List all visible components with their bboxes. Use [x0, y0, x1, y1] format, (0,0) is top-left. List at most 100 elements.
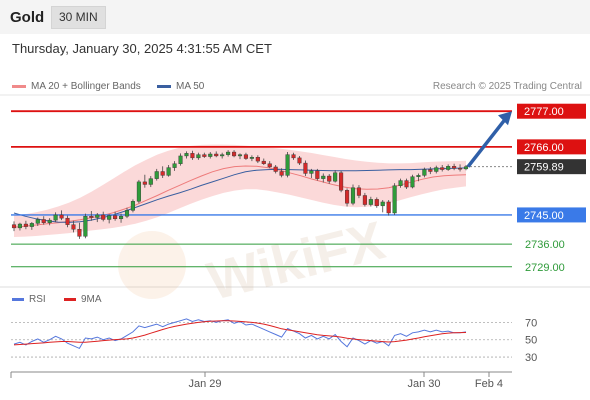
candle-body: [309, 170, 314, 174]
chart-datetime: Thursday, January 30, 2025 4:31:55 AM CE…: [12, 41, 272, 56]
candle-body: [333, 172, 338, 182]
candle-body: [374, 199, 379, 207]
level-label-2777-00: 2777.00: [524, 106, 564, 118]
candle-body: [17, 223, 22, 229]
legend-ma50-label: MA 50: [176, 81, 205, 92]
level-tag-2766-00: [517, 139, 586, 155]
candle-body: [71, 224, 76, 230]
candle-body: [350, 187, 356, 204]
candle-body: [53, 214, 58, 221]
candle-body: [196, 154, 201, 159]
candle-body: [463, 166, 469, 170]
candle-body: [202, 154, 207, 157]
candle-body: [59, 214, 64, 219]
rsi-series-9ma: [13, 320, 467, 346]
candle-body: [452, 166, 457, 169]
legend-ma9: 9MA: [64, 294, 102, 305]
candle-body: [422, 169, 427, 176]
forecast-arrow: [466, 117, 508, 168]
legend-rsi-label: RSI: [29, 294, 46, 305]
rsi-tick-label: 30: [525, 352, 537, 364]
candle-body: [208, 153, 213, 157]
candle-body: [113, 215, 118, 220]
candle-body: [172, 163, 177, 168]
candle-body: [368, 199, 373, 205]
candle-body: [226, 151, 231, 155]
level-label-2736-00: 2736.00: [525, 239, 565, 251]
credit-text: Research © 2025 Trading Central: [432, 81, 582, 92]
candle-body: [440, 167, 445, 170]
candle-body: [249, 157, 254, 159]
legend-ma20: MA 20 + Bollinger Bands: [12, 81, 141, 92]
candle-body: [297, 157, 302, 164]
candle-body: [404, 180, 409, 188]
candle-body: [184, 153, 189, 157]
legend-ma50: MA 50: [157, 81, 204, 92]
header-bar: Gold 30 MIN: [0, 0, 590, 34]
candle-body: [321, 175, 326, 179]
candle-body: [267, 163, 272, 168]
level-label-2766-00: 2766.00: [524, 142, 564, 154]
candle-body: [11, 224, 17, 229]
candle-body: [47, 219, 52, 223]
candle-body: [166, 167, 171, 176]
candle-body: [261, 160, 266, 164]
rsi-series-rsi: [13, 318, 467, 350]
candle-body: [154, 171, 159, 179]
candle-body: [303, 162, 308, 174]
ma50-swatch: [157, 84, 171, 88]
candle-body: [136, 181, 141, 202]
watermark-text: WikiFX: [202, 210, 391, 312]
candle-body: [77, 228, 82, 237]
level-label-2729-00: 2729.00: [525, 262, 565, 274]
candle-body: [148, 178, 153, 185]
candle-body: [65, 217, 70, 225]
candle-body: [380, 201, 385, 207]
candle-body: [232, 151, 237, 157]
candle-body: [237, 154, 243, 157]
candle-body: [29, 223, 34, 227]
candle-body: [95, 214, 100, 218]
ma9-swatch: [64, 297, 76, 301]
candle-body: [446, 166, 451, 170]
x-tick-label: Jan 30: [407, 378, 440, 390]
ma50-line: [13, 167, 467, 223]
candle-body: [243, 154, 248, 159]
legend-rsi: RSI: [12, 294, 46, 305]
symbol-name: Gold: [10, 9, 45, 26]
candle-body: [273, 166, 278, 172]
candle-body: [23, 223, 28, 227]
candle-body: [339, 172, 344, 191]
candle-body: [279, 171, 284, 176]
candle-body: [428, 169, 433, 172]
candle-body: [214, 153, 219, 157]
candle-body: [327, 175, 332, 182]
candle-body: [315, 170, 320, 179]
candle-body: [386, 201, 391, 214]
candle-body: [178, 155, 183, 164]
candle-body: [392, 185, 397, 214]
candle-body: [35, 219, 40, 224]
x-tick-label: Jan 29: [188, 378, 221, 390]
candle-body: [107, 215, 112, 220]
candle-body: [124, 210, 130, 217]
candle-body: [398, 180, 403, 186]
timeframe-button[interactable]: 30 MIN: [51, 6, 106, 29]
level-label-2759-89: 2759.89: [524, 162, 564, 174]
level-tag-2777-00: [517, 103, 586, 119]
candle-body: [83, 216, 88, 237]
candle-body: [190, 153, 195, 159]
candle-body: [220, 154, 225, 157]
candle-body: [356, 187, 361, 196]
candle-body: [130, 201, 135, 211]
candle-body: [285, 154, 290, 176]
candle-body: [160, 171, 165, 176]
candle-body: [255, 157, 260, 162]
legend-ma9-label: 9MA: [81, 294, 102, 305]
candle-body: [362, 195, 367, 205]
level-tag-2745-00: [517, 207, 586, 223]
ma20-swatch: [12, 84, 26, 88]
forecast-arrowhead-icon: [498, 111, 512, 126]
candle-body: [89, 216, 94, 218]
